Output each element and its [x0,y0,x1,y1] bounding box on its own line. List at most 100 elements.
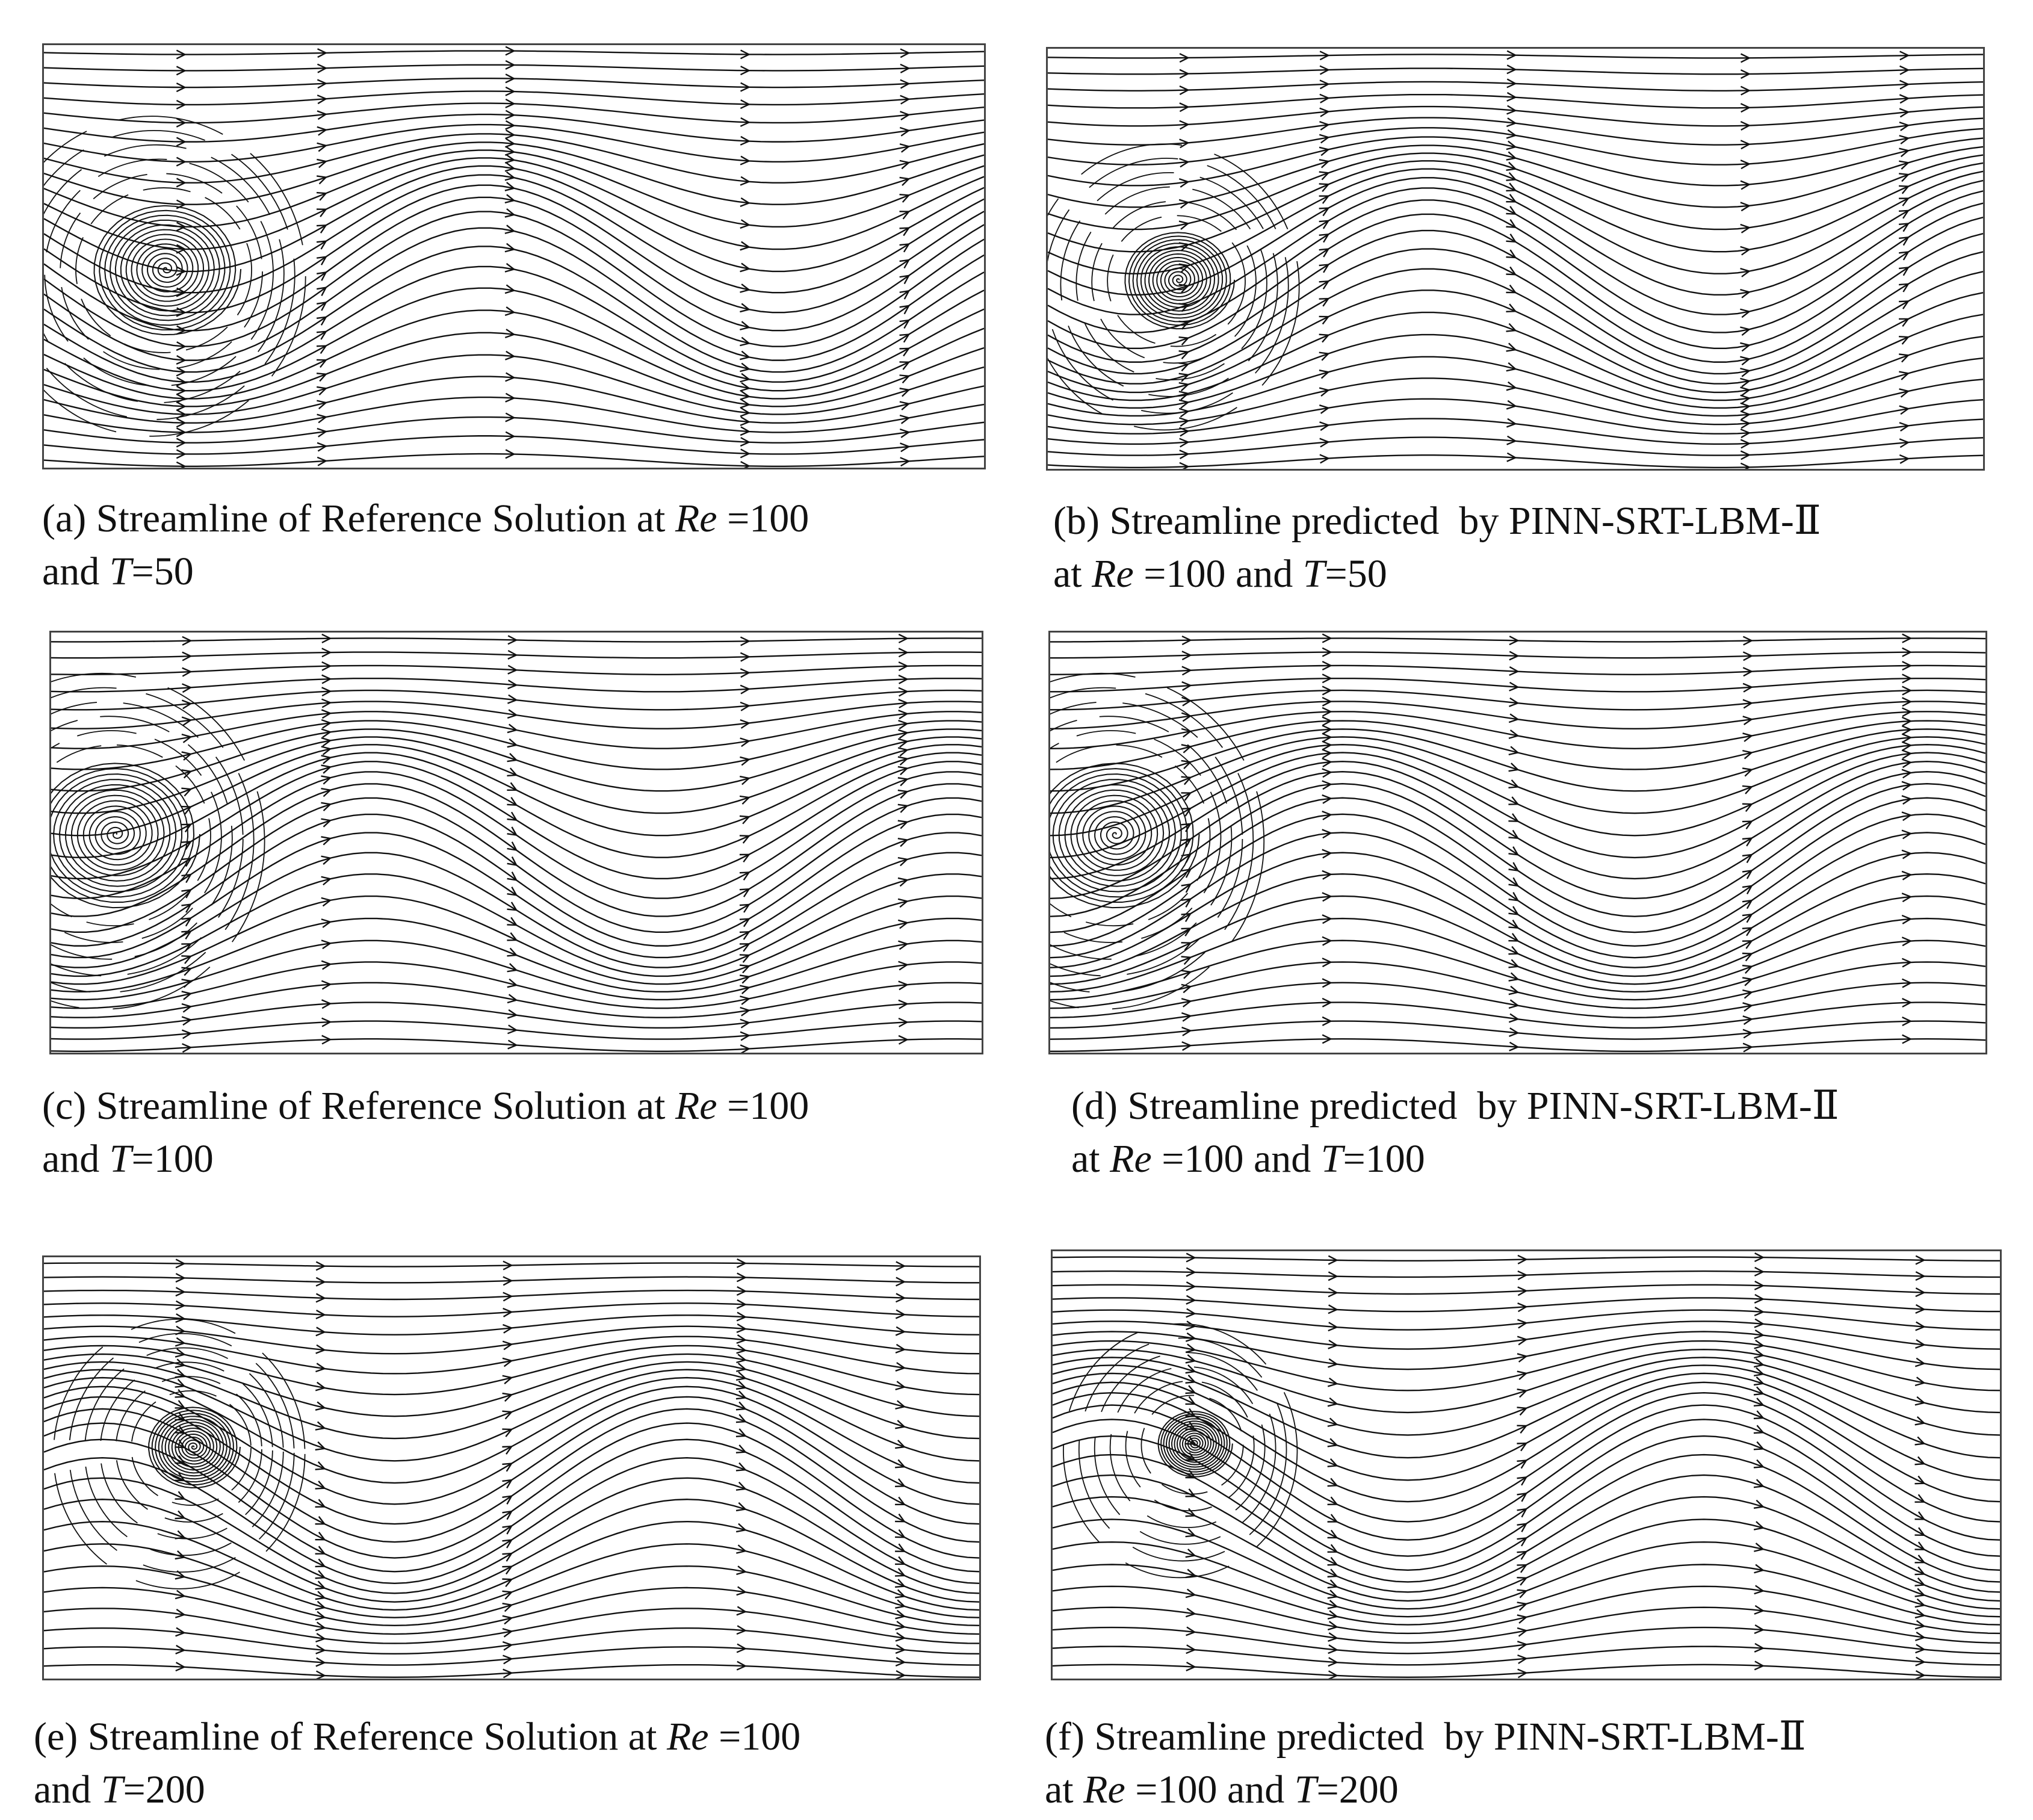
streamline-arrow [1508,892,1520,902]
streamline-plot-c [49,631,983,1054]
caption-d: (d) Streamline predicted by PINN-SRT-LBM… [1071,1080,1839,1186]
streamline-arrow [1517,1602,1528,1611]
streamline-arrow [740,135,751,146]
streamline-arrow [1185,1396,1196,1405]
streamline-arrow [175,1358,186,1368]
streamline-arrow [321,960,332,970]
caption-c-re-value: =100 [717,1084,809,1128]
streamline-arrow [1319,264,1330,273]
streamline-arrow [736,1363,747,1372]
streamline-arrow [321,1017,332,1027]
streamline-arrow [735,1428,747,1437]
streamline-arrow [1899,173,1910,182]
caption-a-t: T [109,549,132,593]
streamline-arrow [1319,171,1330,181]
streamline-arrow [1328,1339,1338,1349]
streamline-arrow [1506,172,1517,181]
streamline-arrow [899,347,911,357]
streamline-arrow [1327,1397,1338,1407]
streamline-arrow [1902,978,1913,988]
streamline-arrow [507,679,518,690]
streamline-arrow [1742,1042,1754,1053]
streamline-arrow [1506,140,1517,150]
streamline-arrow [1327,1568,1338,1578]
streamline-arrow [1899,197,1910,206]
streamline-arrow [502,1641,513,1651]
streamline-arrow [1740,419,1751,429]
streamline [44,1438,979,1573]
streamline-arrow [1517,1270,1528,1280]
streamline-arrow [1753,1479,1765,1488]
streamline-arrow [502,1590,513,1600]
streamline-arrow [507,947,518,957]
caption-a-re-value: =100 [717,497,809,540]
streamline-arrow [1181,760,1192,769]
streamline-arrow [740,241,751,251]
streamline-arrow [1186,1644,1196,1654]
streamline-arrow [507,1024,518,1035]
streamline-arrow [504,146,516,156]
caption-c: (c) Streamline of Reference Solution at … [42,1080,809,1186]
streamline-arrow [740,155,751,166]
streamline-arrow [176,287,187,297]
streamline-arrow [1322,725,1332,735]
streamline-arrow [736,1299,747,1309]
streamline-arrow [1754,1543,1765,1552]
streamline-arrow [1901,958,1913,968]
streamline-arrow [899,243,911,253]
streamline-arrow [507,753,518,763]
streamline-arrow [895,1326,906,1336]
streamline-arrow [1185,1488,1196,1497]
streamline-arrow [1179,120,1190,130]
caption-b-t: T [1302,552,1325,596]
streamline-arrow [316,373,328,382]
streamline-arrow [1740,53,1751,63]
streamline-arrow [1740,367,1751,377]
streamline-arrow [736,1311,747,1322]
streamline-arrow [315,1481,326,1490]
streamline-arrow [898,687,909,697]
streamline-arrow [898,633,909,643]
streamline-arrow [1899,108,1910,118]
streamline-svg-d [1050,633,1985,1053]
streamline-arrow [315,1580,326,1590]
streamline-arrow [1742,651,1754,661]
streamline-arrow [1742,732,1754,742]
streamline-arrow [507,826,518,837]
recirculation-loop [1050,673,1265,1010]
streamline-svg-b [1048,50,1983,469]
streamline-arrow [1178,220,1190,230]
streamline-arrow [502,1410,513,1420]
caption-b-prefix: (b) Streamline predicted by PINN-SRT-LBM… [1053,499,1821,543]
streamline-arrow [1517,1319,1528,1329]
streamline-arrow [1902,647,1913,657]
streamline-arrow [1509,666,1520,676]
streamline-arrow [1901,849,1913,859]
recirculation-loop [1078,1337,1287,1562]
streamline-arrow [175,1644,186,1654]
streamline-arrow [1899,209,1910,219]
streamline-arrow [898,980,909,991]
streamline-arrow [317,286,327,296]
streamline-arrow [1899,388,1910,398]
streamline-arrow [1322,810,1332,820]
streamline-arrow [1508,1013,1520,1023]
streamline-arrow [1754,1339,1765,1349]
streamline-arrow [1754,1318,1765,1328]
streamline-arrow [1754,1642,1765,1653]
streamline-plot-e [42,1255,981,1680]
streamline-arrow [1181,776,1192,785]
streamline-arrow [321,737,332,747]
streamline-arrow [1753,1459,1765,1469]
streamline-arrow [1328,1670,1338,1679]
streamline-arrow [898,999,909,1009]
streamline-arrow [1914,1620,1926,1630]
caption-f-t: T [1294,1768,1317,1812]
streamline-arrow [1517,1641,1528,1650]
streamline-arrow [505,86,516,96]
streamline-arrow [1322,914,1332,924]
streamline-arrow [507,723,518,734]
streamline-arrow [316,316,327,326]
streamline-arrow [739,943,750,952]
streamline-arrow [739,888,750,897]
